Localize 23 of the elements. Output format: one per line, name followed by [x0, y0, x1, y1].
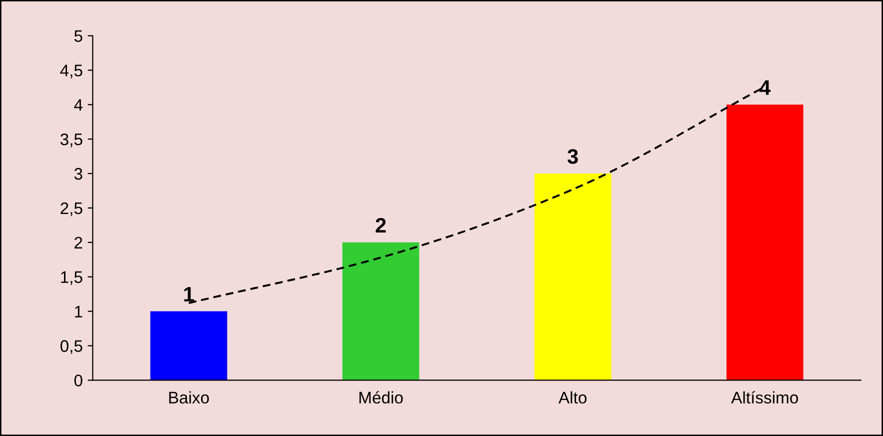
y-tick-label: 1,5 — [61, 271, 82, 286]
x-tick-label: Alto — [558, 391, 587, 404]
x-tick-label: Médio — [359, 391, 403, 404]
bar — [150, 311, 228, 380]
y-tick-label: 2,5 — [60, 202, 82, 216]
y-tick-label: 0,5 — [60, 340, 82, 354]
x-tick-label: Altíssimo — [731, 391, 798, 404]
y-tick-label: 4,5 — [60, 64, 82, 78]
bar — [342, 242, 420, 380]
data-label: 1 — [184, 287, 194, 302]
bar — [534, 174, 612, 380]
y-tick-label: 0 — [74, 374, 82, 386]
y-tick-label: 2 — [74, 236, 82, 248]
y-tick-label: 1 — [74, 306, 82, 318]
y-tick-label: 3,5 — [60, 133, 82, 148]
data-label: 3 — [568, 149, 578, 164]
y-tick-label: 5 — [74, 30, 82, 42]
x-tick-label: Baixo — [169, 391, 209, 404]
data-label: 2 — [376, 218, 386, 233]
y-tick-label: 4 — [74, 99, 83, 111]
bar — [726, 104, 804, 380]
data-label: 4 — [759, 80, 771, 95]
y-tick-label: 3 — [74, 168, 82, 180]
